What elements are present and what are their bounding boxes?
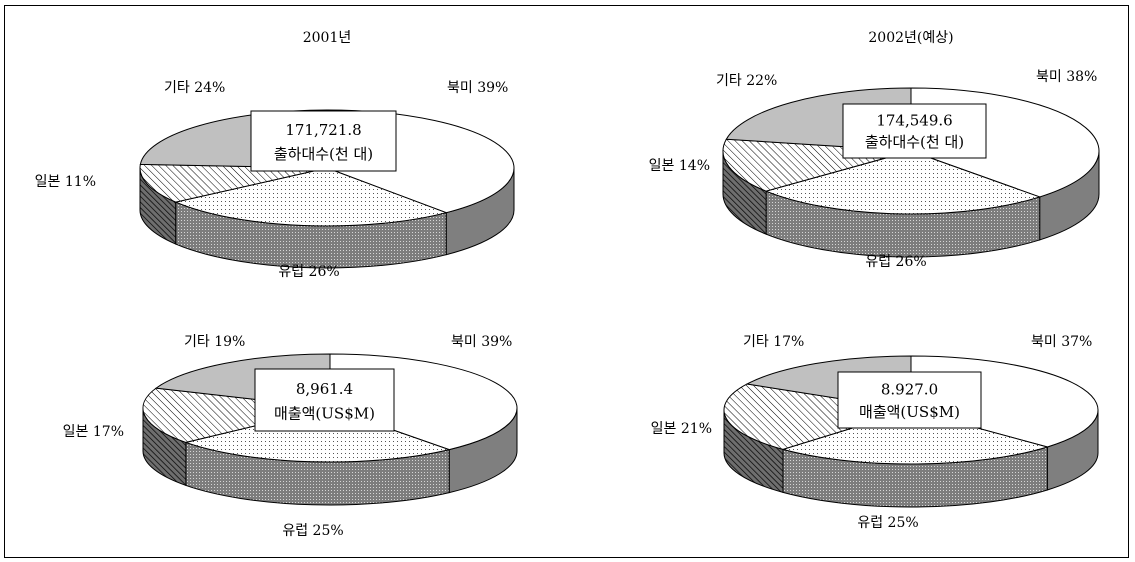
total-label: 출하대수(천 대) [865, 133, 964, 151]
slice-label-기타: 기타 17% [743, 334, 804, 350]
slice-label-기타: 기타 24% [164, 80, 225, 96]
pie-chart-3: 북미 39% 유럽 25% 일본 17% 기타 19% 8,961.4 매출액(US$M) [63, 334, 518, 539]
pie-slice-일본 [142, 387, 331, 443]
total-box [254, 368, 395, 432]
total-label: 매출액(US$M) [274, 405, 375, 423]
total-box [250, 110, 397, 172]
slice-label-기타: 기타 19% [184, 334, 245, 350]
pie-slice-유럽 [764, 150, 1042, 215]
total-label: 매출액(US$M) [859, 403, 960, 421]
pie-slice-일본 [139, 163, 328, 203]
slice-label-북미: 북미 38% [1036, 69, 1097, 85]
chart-title: 2001년 [303, 30, 352, 46]
slice-label-일본: 일본 11% [35, 174, 96, 190]
pie-slice-일본 [723, 383, 912, 450]
slice-label-유럽: 유럽 25% [282, 523, 343, 539]
pie-slice-유럽 [174, 167, 448, 227]
pie-chart-2: 2002년(예상) 북미 38% 유럽 26% 일본 14% 기타 22% 174,549… [649, 30, 1100, 270]
slice-label-기타: 기타 22% [716, 73, 777, 89]
total-box [837, 371, 982, 429]
slice-label-북미: 북미 37% [1031, 334, 1092, 350]
chart-title: 2002년(예상) [868, 30, 953, 46]
total-value: 8,961.4 [296, 380, 353, 398]
total-value: 8.927.0 [881, 380, 938, 398]
pie-chart-4: 북미 37% 유럽 25% 일본 21% 기타 17% 8.927.0 매출액(US$M) [651, 334, 1099, 531]
slice-label-북미: 북미 39% [447, 80, 508, 96]
pie-slice-유럽 [184, 407, 451, 463]
pie-slice-유럽 [781, 409, 1050, 465]
slice-label-유럽: 유럽 26% [278, 264, 339, 280]
total-box [842, 103, 987, 159]
total-value: 171,721.8 [285, 121, 361, 139]
slice-label-일본: 일본 14% [649, 158, 710, 174]
slice-label-일본: 일본 21% [651, 421, 712, 437]
slice-label-유럽: 유럽 25% [857, 515, 918, 531]
slice-label-일본: 일본 17% [63, 424, 124, 440]
slice-label-북미: 북미 39% [451, 334, 512, 350]
total-label: 출하대수(천 대) [274, 145, 373, 163]
total-value: 174,549.6 [876, 112, 952, 130]
slice-label-유럽: 유럽 26% [865, 254, 926, 270]
